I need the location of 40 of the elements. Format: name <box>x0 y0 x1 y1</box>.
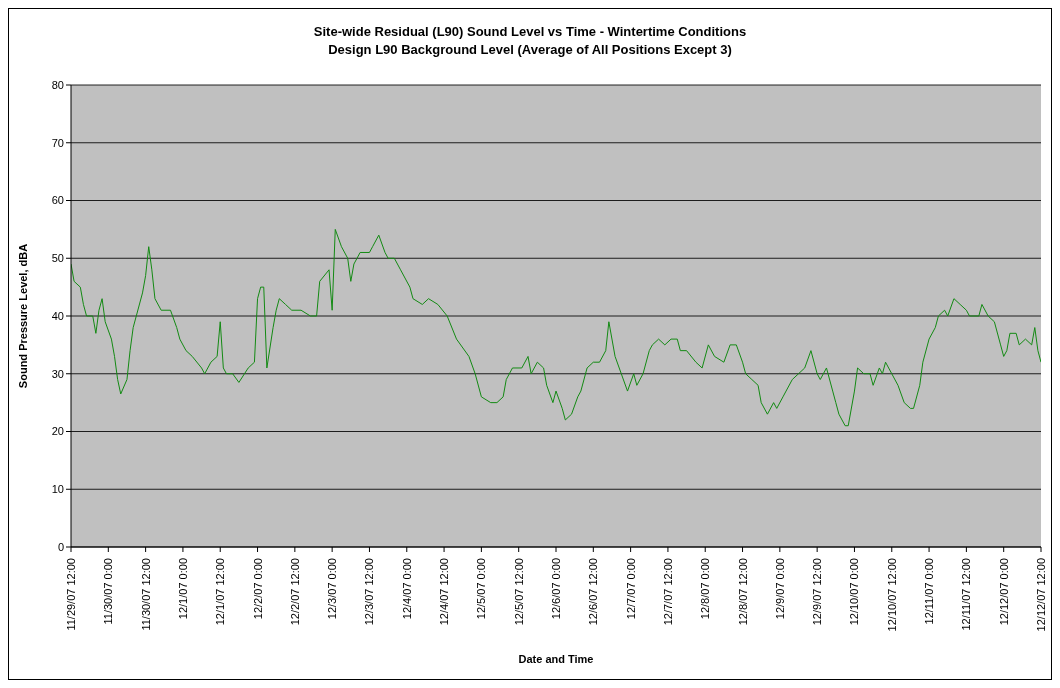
x-tick-label: 11/30/07 0:00 <box>102 558 115 625</box>
x-tick-label: 11/29/07 12:00 <box>65 558 77 631</box>
y-axis-title: Sound Pressure Level, dBA <box>16 243 29 389</box>
x-tick-label: 12/1/07 0:00 <box>176 558 189 620</box>
y-tick-label: 70 <box>51 136 64 149</box>
y-tick-label: 50 <box>51 252 64 265</box>
x-tick-label: 12/12/07 0:00 <box>997 558 1010 626</box>
x-tick-label: 12/7/07 12:00 <box>661 558 674 626</box>
x-tick-label: 12/5/07 0:00 <box>475 558 488 620</box>
x-tick-label: 12/10/07 0:00 <box>848 558 861 626</box>
y-tick-label: 80 <box>51 78 64 91</box>
x-tick-label: 12/11/07 12:00 <box>960 558 973 631</box>
x-tick-label: 12/12/07 12:00 <box>1035 558 1047 632</box>
x-tick-label: 12/4/07 0:00 <box>400 558 413 620</box>
y-tick-label: 40 <box>51 309 64 322</box>
x-tick-label: 12/3/07 0:00 <box>326 558 339 620</box>
x-tick-label: 11/30/07 12:00 <box>139 558 152 631</box>
x-tick-label: 12/5/07 12:00 <box>512 558 525 626</box>
y-tick-label: 10 <box>51 483 64 496</box>
x-tick-label: 12/6/07 0:00 <box>550 558 562 620</box>
chart-title: Site-wide Residual (L90) Sound Level vs Time - Wintertime Conditions <box>312 23 748 41</box>
x-tick-label: 12/11/07 0:00 <box>923 558 936 625</box>
x-tick-label: 12/7/07 0:00 <box>624 558 637 620</box>
x-tick-label: 12/3/07 12:00 <box>363 558 376 626</box>
x-tick-label: 12/9/07 12:00 <box>811 558 824 626</box>
x-tick-label: 12/9/07 0:00 <box>773 558 786 620</box>
x-axis-title: Date and Time <box>518 653 594 665</box>
x-tick-label: 12/8/07 12:00 <box>736 558 749 626</box>
x-tick-label: 12/10/07 12:00 <box>885 558 898 632</box>
x-tick-label: 12/2/07 0:00 <box>251 558 264 620</box>
y-tick-label: 0 <box>57 540 64 553</box>
x-tick-label: 12/1/07 12:00 <box>214 558 227 626</box>
x-tick-label: 12/2/07 12:00 <box>288 558 301 626</box>
chart-subtitle: Design L90 Background Level (Average of All Positions Except 3) <box>327 41 733 59</box>
x-tick-label: 12/8/07 0:00 <box>699 558 712 620</box>
y-tick-label: 60 <box>51 194 64 207</box>
x-tick-label: 12/4/07 12:00 <box>438 558 451 626</box>
y-tick-label: 20 <box>51 425 64 438</box>
y-tick-label: 30 <box>51 367 64 380</box>
x-tick-label: 12/6/07 12:00 <box>587 558 600 626</box>
